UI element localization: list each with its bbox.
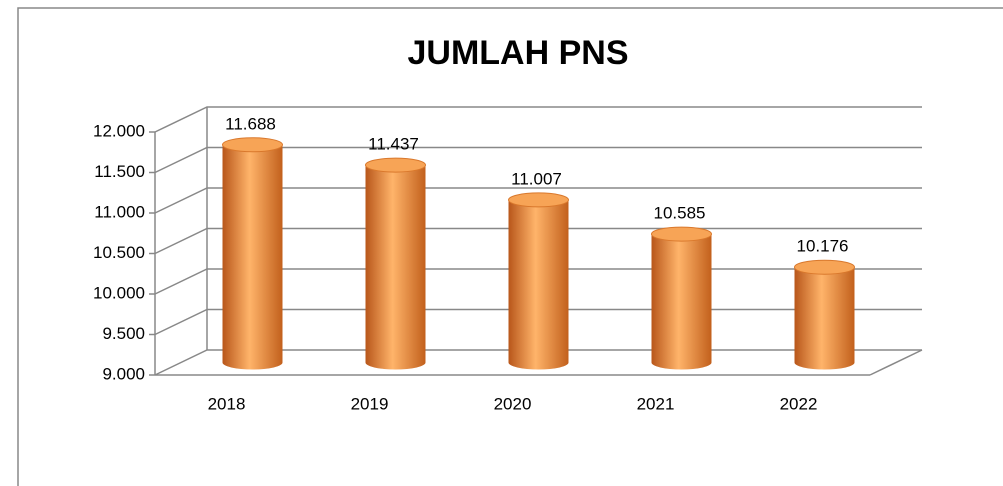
y-tick-label: 11.000 — [94, 202, 145, 221]
y-tick-label: 11.500 — [94, 162, 145, 181]
grid-line — [154, 187, 922, 214]
x-tick-label: 2020 — [494, 394, 532, 413]
x-tick-label: 2018 — [208, 394, 246, 413]
chart-border — [17, 7, 1003, 486]
grid-line — [154, 106, 922, 133]
y-tick-label: 10.500 — [93, 243, 145, 262]
bar — [794, 259, 855, 370]
x-tick-label: 2022 — [780, 394, 818, 413]
bar — [651, 226, 712, 370]
y-tick-label: 12.000 — [93, 121, 145, 140]
x-tick-label: 2021 — [637, 394, 675, 413]
bar — [365, 157, 426, 370]
grid-line — [154, 146, 922, 174]
bar — [222, 137, 283, 370]
y-tick-label: 10.000 — [93, 283, 145, 302]
floor-edge — [869, 349, 923, 376]
value-label: 10.176 — [797, 237, 849, 256]
x-tick-label: 2019 — [351, 394, 389, 413]
value-label: 11.688 — [225, 114, 276, 133]
bar — [508, 192, 569, 370]
y-tick-label: 9.000 — [102, 364, 145, 383]
value-label: 10.585 — [654, 204, 706, 223]
value-label: 11.437 — [368, 135, 419, 154]
y-tick-label: 9.500 — [102, 324, 145, 343]
chart-title: JUMLAH PNS — [407, 34, 628, 72]
value-label: 11.007 — [511, 169, 562, 188]
